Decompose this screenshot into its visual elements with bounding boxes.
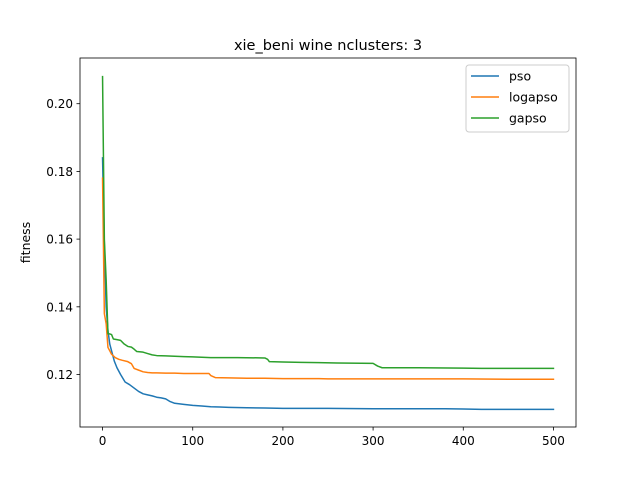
y-tick-label: 0.20 — [46, 97, 73, 111]
series-line-logapso — [101, 177, 555, 381]
legend-label-logapso: logapso — [509, 90, 558, 105]
y-tick-label: 0.12 — [46, 368, 73, 382]
x-tick-label: 100 — [181, 434, 204, 448]
plot-frame — [79, 57, 577, 428]
legend-frame — [465, 64, 570, 133]
legend-items: pso logapso gapso — [471, 69, 558, 126]
y-tick-label: 0.14 — [46, 300, 73, 314]
series-layer — [101, 75, 555, 411]
y-axis-label: fitness — [18, 222, 33, 263]
x-tick-label: 300 — [362, 434, 385, 448]
legend-label-pso: pso — [509, 69, 531, 84]
x-tick-label: 400 — [452, 434, 475, 448]
series-line-pso — [101, 157, 555, 411]
x-axis-ticks: 0 100 200 300 400 500 — [99, 427, 565, 448]
legend: pso logapso gapso — [465, 64, 570, 133]
x-tick-label: 500 — [542, 434, 565, 448]
y-axis-ticks: 0.12 0.14 0.16 0.18 0.20 — [46, 97, 80, 382]
chart-title: xie_beni wine nclusters: 3 — [234, 38, 422, 54]
legend-label-gapso: gapso — [509, 111, 547, 126]
y-tick-label: 0.16 — [46, 233, 73, 247]
series-line-gapso — [101, 75, 555, 370]
y-tick-label: 0.18 — [46, 165, 73, 179]
x-tick-label: 200 — [271, 434, 294, 448]
x-tick-label: 0 — [99, 434, 107, 448]
